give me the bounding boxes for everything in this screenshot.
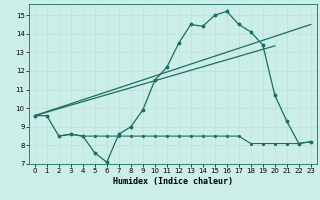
X-axis label: Humidex (Indice chaleur): Humidex (Indice chaleur) [113, 177, 233, 186]
